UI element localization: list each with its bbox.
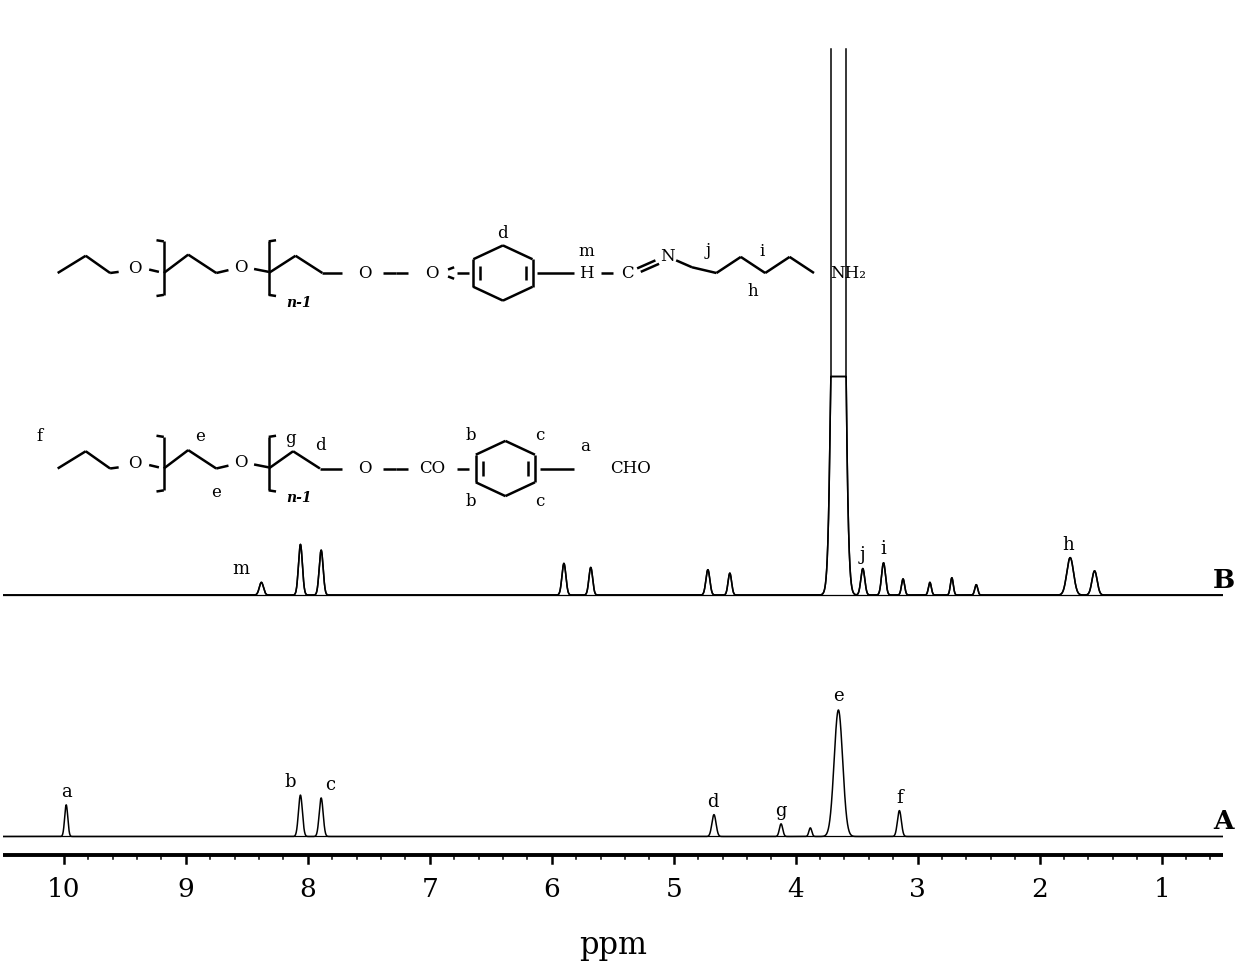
Text: C: C bbox=[621, 264, 634, 282]
Text: e: e bbox=[211, 484, 221, 501]
Text: O: O bbox=[234, 455, 248, 471]
Text: O: O bbox=[234, 259, 248, 276]
Text: m: m bbox=[232, 559, 249, 578]
Text: 1: 1 bbox=[1153, 876, 1171, 901]
Text: d: d bbox=[707, 793, 718, 811]
Text: 10: 10 bbox=[47, 876, 81, 901]
Text: d: d bbox=[497, 226, 508, 242]
Text: 3: 3 bbox=[909, 876, 926, 901]
Text: c: c bbox=[325, 776, 335, 794]
Text: b: b bbox=[466, 427, 476, 444]
Text: d: d bbox=[315, 437, 325, 454]
Text: j: j bbox=[706, 241, 711, 259]
Text: e: e bbox=[196, 429, 206, 445]
Text: NH₂: NH₂ bbox=[830, 264, 866, 282]
Text: i: i bbox=[880, 540, 887, 558]
Text: H: H bbox=[579, 264, 593, 282]
Text: 6: 6 bbox=[543, 876, 560, 901]
Text: O: O bbox=[128, 259, 141, 277]
Text: h: h bbox=[1061, 535, 1074, 554]
Text: B: B bbox=[1213, 568, 1235, 593]
Text: CHO: CHO bbox=[610, 460, 651, 477]
Text: f: f bbox=[897, 789, 903, 806]
Text: N: N bbox=[661, 248, 675, 265]
Text: O: O bbox=[358, 264, 372, 282]
Text: a: a bbox=[61, 783, 72, 801]
Text: n-1: n-1 bbox=[285, 491, 311, 505]
Text: 8: 8 bbox=[299, 876, 316, 901]
Text: 5: 5 bbox=[666, 876, 682, 901]
Text: O: O bbox=[128, 456, 141, 473]
Text: c: c bbox=[534, 427, 544, 444]
Text: e: e bbox=[833, 687, 843, 705]
Text: g: g bbox=[285, 431, 296, 447]
Text: 7: 7 bbox=[422, 876, 438, 901]
Text: h: h bbox=[748, 283, 759, 300]
Text: A: A bbox=[1213, 809, 1234, 834]
Text: a: a bbox=[580, 438, 589, 456]
Text: ppm: ppm bbox=[579, 929, 647, 961]
Text: CO: CO bbox=[419, 460, 445, 477]
Text: 9: 9 bbox=[177, 876, 195, 901]
Text: n-1: n-1 bbox=[285, 296, 311, 309]
Text: m: m bbox=[578, 243, 594, 259]
Text: g: g bbox=[775, 801, 787, 820]
Text: 2: 2 bbox=[1032, 876, 1048, 901]
Text: i: i bbox=[759, 243, 764, 259]
Text: c: c bbox=[534, 493, 544, 510]
Text: O: O bbox=[358, 460, 372, 477]
Text: b: b bbox=[285, 773, 296, 791]
Text: 4: 4 bbox=[787, 876, 804, 901]
Text: j: j bbox=[861, 546, 866, 564]
Text: O: O bbox=[425, 264, 439, 282]
Text: f: f bbox=[36, 429, 42, 445]
Text: b: b bbox=[466, 493, 476, 510]
